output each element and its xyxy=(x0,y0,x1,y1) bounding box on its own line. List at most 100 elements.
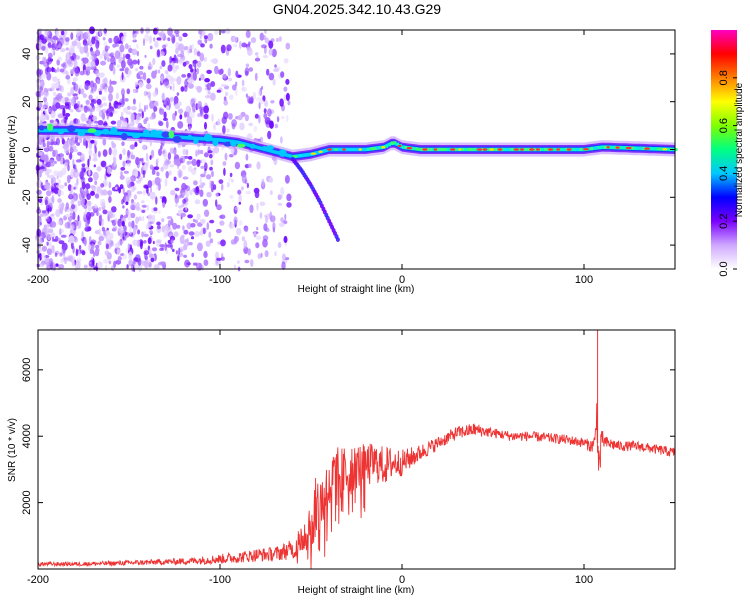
spectrogram-noise-dot xyxy=(36,229,42,237)
spectrogram-ridge-cell xyxy=(366,147,370,151)
spectrogram-noise-dot xyxy=(58,240,65,245)
spectrogram-noise-dot xyxy=(244,70,249,77)
spectrogram-noise-dot xyxy=(156,221,161,226)
spectrogram-noise-dot xyxy=(107,190,113,196)
spectrogram-noise-dot xyxy=(64,182,68,187)
spectrogram-noise-dot xyxy=(245,190,252,195)
spectrogram-noise-dot xyxy=(105,110,109,114)
spectrogram-noise-dot xyxy=(95,244,100,249)
spectrogram-noise-dot xyxy=(135,68,139,72)
spectrogram-noise-dot xyxy=(122,236,125,240)
spectrogram-ridge-cell xyxy=(429,147,432,152)
spectrogram-ridge-cell xyxy=(552,147,555,152)
spectrogram-noise-dot xyxy=(141,210,146,213)
spectrogram-noise-dot xyxy=(226,128,230,133)
spectrogram-ridge-cell xyxy=(456,147,460,152)
figure-title: GN04.2025.342.10.43.G29 xyxy=(273,1,441,17)
spectrogram-noise-dot xyxy=(276,116,280,123)
spectrogram-ridge-blob xyxy=(497,148,503,151)
spectrogram-noise-dot xyxy=(67,184,72,192)
spectrogram-noise-dot xyxy=(209,166,213,171)
spectrogram-noise-dot xyxy=(215,192,219,198)
spectrogram-noise-dot xyxy=(175,47,179,55)
spectrogram-ridge-cell xyxy=(440,147,443,152)
spectrogram-noise-dot xyxy=(110,80,117,85)
spectrogram-ridge-blob xyxy=(547,148,554,151)
spectrogram-noise-dot xyxy=(269,120,274,129)
spectrogram-ridge-cell xyxy=(309,152,312,157)
spectrogram-ridge-cell xyxy=(653,147,656,151)
spectrogram-noise-dot xyxy=(139,240,143,250)
spectrogram-noise-dot xyxy=(83,238,87,247)
spectrogram-ridge-cell xyxy=(503,147,506,152)
spectrogram-noise-dot xyxy=(135,157,140,166)
spectrogram-noise-dot xyxy=(192,262,198,266)
spectrogram-noise-dot xyxy=(116,248,121,256)
spectrogram-noise-dot xyxy=(153,100,159,107)
spectrogram-noise-dot xyxy=(72,136,76,145)
spectrogram-noise-dot xyxy=(129,144,136,150)
spectrogram-noise-dot xyxy=(187,47,190,56)
spectrogram-noise-dot xyxy=(125,176,131,185)
spectrogram-noise-dot xyxy=(39,34,44,41)
spectrogram-noise-dot xyxy=(141,231,144,238)
spectrogram-noise-dot xyxy=(280,136,283,144)
spectrogram-noise-dot xyxy=(163,99,167,105)
spectrogram-noise-dot xyxy=(190,98,196,108)
spectrogram-noise-dot xyxy=(151,169,156,175)
spectrogram-noise-dot xyxy=(72,148,78,153)
spectrogram-noise-dot xyxy=(83,137,86,146)
spectrogram-noise-dot xyxy=(256,202,259,211)
spectrogram-noise-dot xyxy=(95,39,100,49)
spectrogram-noise-dot xyxy=(203,170,207,175)
spectrogram-noise-dot xyxy=(255,242,260,249)
spectrogram-noise-dot xyxy=(120,166,126,171)
spectrogram-noise-dot xyxy=(55,102,61,109)
spectrogram-noise-dot xyxy=(223,167,226,176)
spectrogram-noise-dot xyxy=(85,220,89,230)
spectrogram-ridge-cell xyxy=(303,153,307,157)
spectrogram-ridge-cell xyxy=(331,147,334,152)
spectrogram-noise-dot xyxy=(127,157,131,167)
spectrogram-ridge-blob xyxy=(369,147,374,150)
spectrogram-noise-dot xyxy=(239,122,245,131)
spectrogram-noise-dot xyxy=(158,121,164,127)
spectrogram-noise-dot xyxy=(146,204,150,211)
spectrogram-noise-dot xyxy=(238,194,243,202)
spectrogram-noise-dot xyxy=(211,170,214,178)
spectrogram-noise-dot xyxy=(108,37,113,44)
spectrogram-noise-dot xyxy=(102,37,106,41)
spectrogram-noise-dot xyxy=(60,63,66,68)
spectrogram-noise-dot xyxy=(136,43,139,49)
spectrogram-ridge-cell xyxy=(579,147,582,152)
spectrogram-noise-dot xyxy=(160,30,165,40)
spectrogram-ridge-cell xyxy=(544,147,547,152)
spectrogram-noise-dot xyxy=(121,220,125,227)
spectrogram-noise-dot xyxy=(153,264,160,270)
spectrogram-noise-dot xyxy=(184,60,190,65)
spectrogram-ridge-blob xyxy=(266,145,274,150)
spectrogram-noise-dot xyxy=(272,227,276,233)
spectrogram-noise-dot xyxy=(120,36,126,42)
spectrogram-noise-dot xyxy=(36,247,42,251)
snr-line xyxy=(37,403,676,570)
spectrogram-noise-dot xyxy=(264,250,269,258)
spectrogram-noise-dot xyxy=(125,53,131,60)
spectrogram-noise-dot xyxy=(172,65,178,74)
spectrogram-noise-dot xyxy=(214,65,219,75)
spectrogram-noise-dot xyxy=(209,154,213,159)
spectrogram-noise-dot xyxy=(141,200,145,204)
spectrogram-noise-dot xyxy=(278,222,285,228)
spectrogram-noise-dot xyxy=(157,225,161,230)
spectrogram-noise-dot xyxy=(135,216,139,224)
spectrogram-noise-dot xyxy=(69,109,74,113)
spectrogram-noise-dot xyxy=(41,245,48,252)
spectrogram-noise-dot xyxy=(166,244,172,248)
spectrogram-noise-dot xyxy=(163,111,167,120)
spectrogram-noise-dot xyxy=(267,130,272,140)
spectrogram-noise-dot xyxy=(148,261,152,268)
spectrogram-ridge-blob xyxy=(212,139,219,147)
spectrogram-noise-dot xyxy=(259,201,266,207)
spectrogram-noise-dot xyxy=(267,108,272,117)
spectrogram-noise-dot xyxy=(69,44,75,54)
